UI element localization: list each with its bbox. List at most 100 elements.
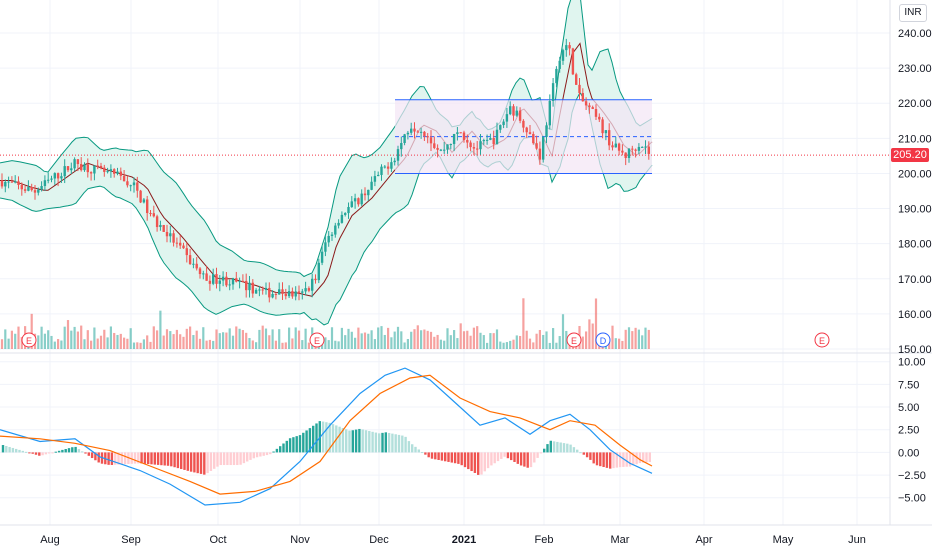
candle-body — [179, 242, 182, 246]
macd-histogram-bar — [457, 452, 460, 464]
volume-bar — [96, 338, 99, 349]
volume-bar — [406, 339, 409, 349]
candle-body — [254, 289, 258, 294]
time-axis-label: Feb — [535, 534, 554, 546]
candle-body — [235, 278, 238, 282]
macd-histogram-bar — [24, 451, 28, 453]
volume-bar — [624, 329, 627, 349]
volume-bar — [159, 310, 162, 349]
macd-histogram-bar — [295, 436, 298, 453]
macd-histogram-bar — [585, 452, 589, 458]
candle-body — [83, 164, 86, 171]
volume-bar — [43, 333, 46, 349]
macd-histogram-bar — [628, 452, 632, 467]
volume-bar — [453, 330, 456, 349]
macd-histogram-bar — [576, 449, 579, 453]
macd-histogram-bar — [288, 438, 292, 453]
time-axis-label: Apr — [695, 534, 712, 546]
candle-body — [314, 278, 317, 281]
volume-bar — [281, 342, 284, 349]
macd-histogram-bar — [34, 452, 38, 455]
volume-bar — [129, 328, 132, 349]
volume-bar — [212, 340, 215, 349]
macd-histogram-bar — [364, 430, 368, 453]
macd-histogram-bar — [562, 443, 566, 453]
volume-bar — [466, 330, 469, 349]
macd-histogram-bar — [592, 452, 595, 464]
volume-bar — [585, 331, 588, 349]
volume-bar — [403, 342, 406, 349]
volume-bar — [53, 341, 56, 349]
volume-bar — [258, 329, 261, 349]
candle-body — [406, 132, 410, 135]
candle-body — [261, 289, 264, 291]
candle-body — [23, 189, 27, 191]
candle-body — [423, 131, 426, 137]
currency-badge[interactable]: INR — [899, 4, 927, 22]
candle-body — [60, 176, 63, 179]
macd-histogram-bar — [523, 452, 526, 467]
candle-body — [532, 133, 535, 144]
macd-histogram-bar — [539, 452, 543, 454]
volume-bar — [268, 335, 271, 349]
macd-histogram-bar — [64, 449, 67, 453]
volume-bar — [307, 342, 310, 349]
volume-bar — [436, 334, 439, 349]
time-axis-label: Sep — [121, 534, 141, 546]
event-marker-label: E — [314, 336, 320, 346]
candle-body — [396, 149, 400, 161]
candle-body — [525, 127, 528, 133]
candle-body — [80, 164, 83, 171]
macd-histogram-bar — [430, 452, 434, 459]
macd-histogram-bar — [361, 429, 364, 453]
volume-bar — [152, 326, 155, 349]
macd-histogram-bar — [292, 437, 295, 453]
macd-histogram-bar — [130, 452, 133, 464]
volume-bar — [380, 326, 383, 349]
candle-body — [10, 181, 14, 183]
macd-histogram-bar — [450, 452, 453, 463]
volume-bar — [476, 326, 479, 349]
candle-body — [575, 74, 578, 85]
volume-bar — [330, 327, 334, 349]
price-axis-tick-label: 210.00 — [898, 133, 932, 145]
macd-histogram-bar — [420, 452, 424, 454]
volume-bar — [60, 340, 63, 349]
volume-bar — [304, 328, 307, 349]
candle-body — [301, 291, 304, 293]
candle-body — [479, 141, 482, 150]
macd-histogram-bar — [348, 430, 351, 453]
candle-body — [192, 263, 195, 265]
macd-histogram-bar — [444, 452, 447, 462]
macd-pane[interactable] — [0, 367, 653, 506]
macd-histogram-bar — [193, 452, 196, 473]
candle-body — [647, 146, 650, 154]
macd-histogram-bar — [302, 432, 305, 453]
volume-bar — [132, 342, 136, 349]
candle-body — [274, 294, 278, 296]
macd-histogram-bar — [1, 445, 5, 453]
candle-body — [357, 198, 360, 205]
time-axis-label: May — [773, 534, 794, 546]
volume-bar — [47, 330, 50, 349]
volume-bar — [284, 342, 287, 349]
event-marker-label: E — [26, 336, 32, 346]
volume-bar — [528, 338, 532, 349]
price-pane[interactable] — [0, 0, 890, 326]
macd-histogram-bar — [285, 440, 288, 453]
candle-body — [281, 289, 284, 294]
volume-bar — [486, 342, 489, 349]
volume-bar — [225, 332, 228, 349]
volume-bar — [66, 320, 70, 349]
volume-bar — [116, 334, 119, 349]
candle-body — [456, 132, 459, 135]
macd-histogram-bar — [622, 452, 625, 467]
candle-body — [641, 146, 644, 148]
macd-histogram-bar — [533, 452, 536, 463]
volume-bar — [251, 340, 254, 349]
candle-body — [284, 293, 287, 297]
volume-bar — [433, 336, 436, 349]
